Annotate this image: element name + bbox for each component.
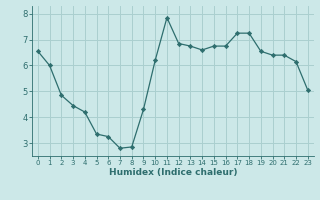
X-axis label: Humidex (Indice chaleur): Humidex (Indice chaleur) bbox=[108, 168, 237, 177]
